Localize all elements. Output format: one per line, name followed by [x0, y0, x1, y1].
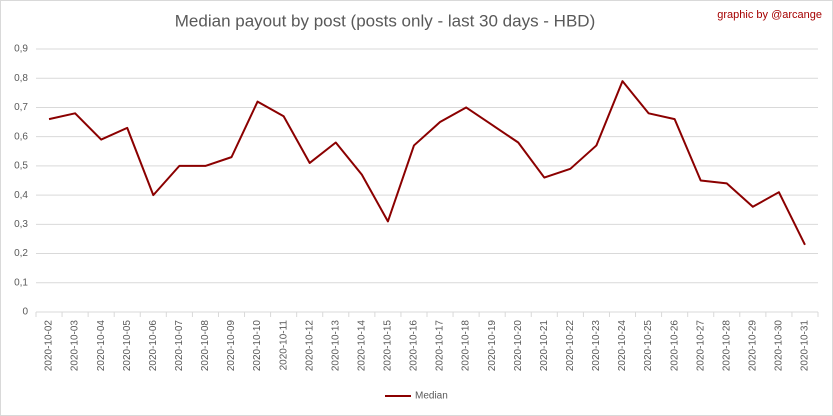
x-tick-label: 2020-10-04	[96, 320, 107, 372]
x-tick-label: 2020-10-15	[383, 320, 394, 372]
x-tick-label: 2020-10-03	[70, 320, 81, 372]
x-tick-label: 2020-10-27	[695, 320, 706, 372]
x-tick-label: 2020-10-14	[356, 320, 367, 372]
y-tick-label: 0,6	[14, 131, 28, 142]
chart-title: Median payout by post (posts only - last…	[175, 11, 595, 30]
y-tick-label: 0,4	[14, 190, 28, 201]
y-tick-label: 0,5	[14, 161, 28, 172]
y-tick-label: 0,1	[14, 277, 28, 288]
series-line	[48, 80, 806, 246]
x-tick-label: 2020-10-09	[226, 320, 237, 372]
y-tick-label: 0,7	[14, 102, 28, 113]
x-tick-label: 2020-10-16	[409, 320, 420, 372]
x-tick-label: 2020-10-12	[304, 320, 315, 372]
x-tick-label: 2020-10-24	[617, 320, 628, 372]
x-tick-label: 2020-10-18	[461, 320, 472, 372]
credit: graphic by @arcange	[717, 9, 822, 21]
y-tick-label: 0,3	[14, 219, 28, 230]
x-tick-label: 2020-10-06	[148, 320, 159, 372]
x-tick-label: 2020-10-30	[774, 320, 785, 372]
y-tick-label: 0,2	[14, 248, 28, 259]
x-tick-label: 2020-10-23	[591, 320, 602, 372]
x-tick-label: 2020-10-26	[669, 320, 680, 372]
x-tick-label: 2020-10-13	[330, 320, 341, 372]
x-tick-label: 2020-10-29	[747, 320, 758, 372]
y-tick-label: 0,8	[14, 73, 28, 84]
x-tick-label: 2020-10-11	[278, 320, 289, 371]
x-tick-label: 2020-10-07	[174, 320, 185, 372]
x-tick-label: 2020-10-20	[513, 320, 524, 372]
legend-label: Median	[415, 391, 448, 402]
x-tick-label: 2020-10-21	[539, 320, 550, 372]
x-tick-label: 2020-10-31	[800, 320, 811, 372]
x-tick-label: 2020-10-22	[565, 320, 576, 372]
x-tick-label: 2020-10-19	[487, 320, 498, 372]
y-tick-label: 0	[22, 307, 28, 318]
x-tick-label: 2020-10-10	[252, 320, 263, 372]
x-tick-label: 2020-10-17	[435, 320, 446, 372]
x-tick-label: 2020-10-05	[122, 320, 133, 372]
y-tick-label: 0,9	[14, 44, 28, 55]
x-tick-label: 2020-10-08	[200, 320, 211, 372]
x-tick-label: 2020-10-02	[44, 320, 55, 372]
x-tick-label: 2020-10-25	[643, 320, 654, 372]
x-tick-label: 2020-10-28	[721, 320, 732, 372]
